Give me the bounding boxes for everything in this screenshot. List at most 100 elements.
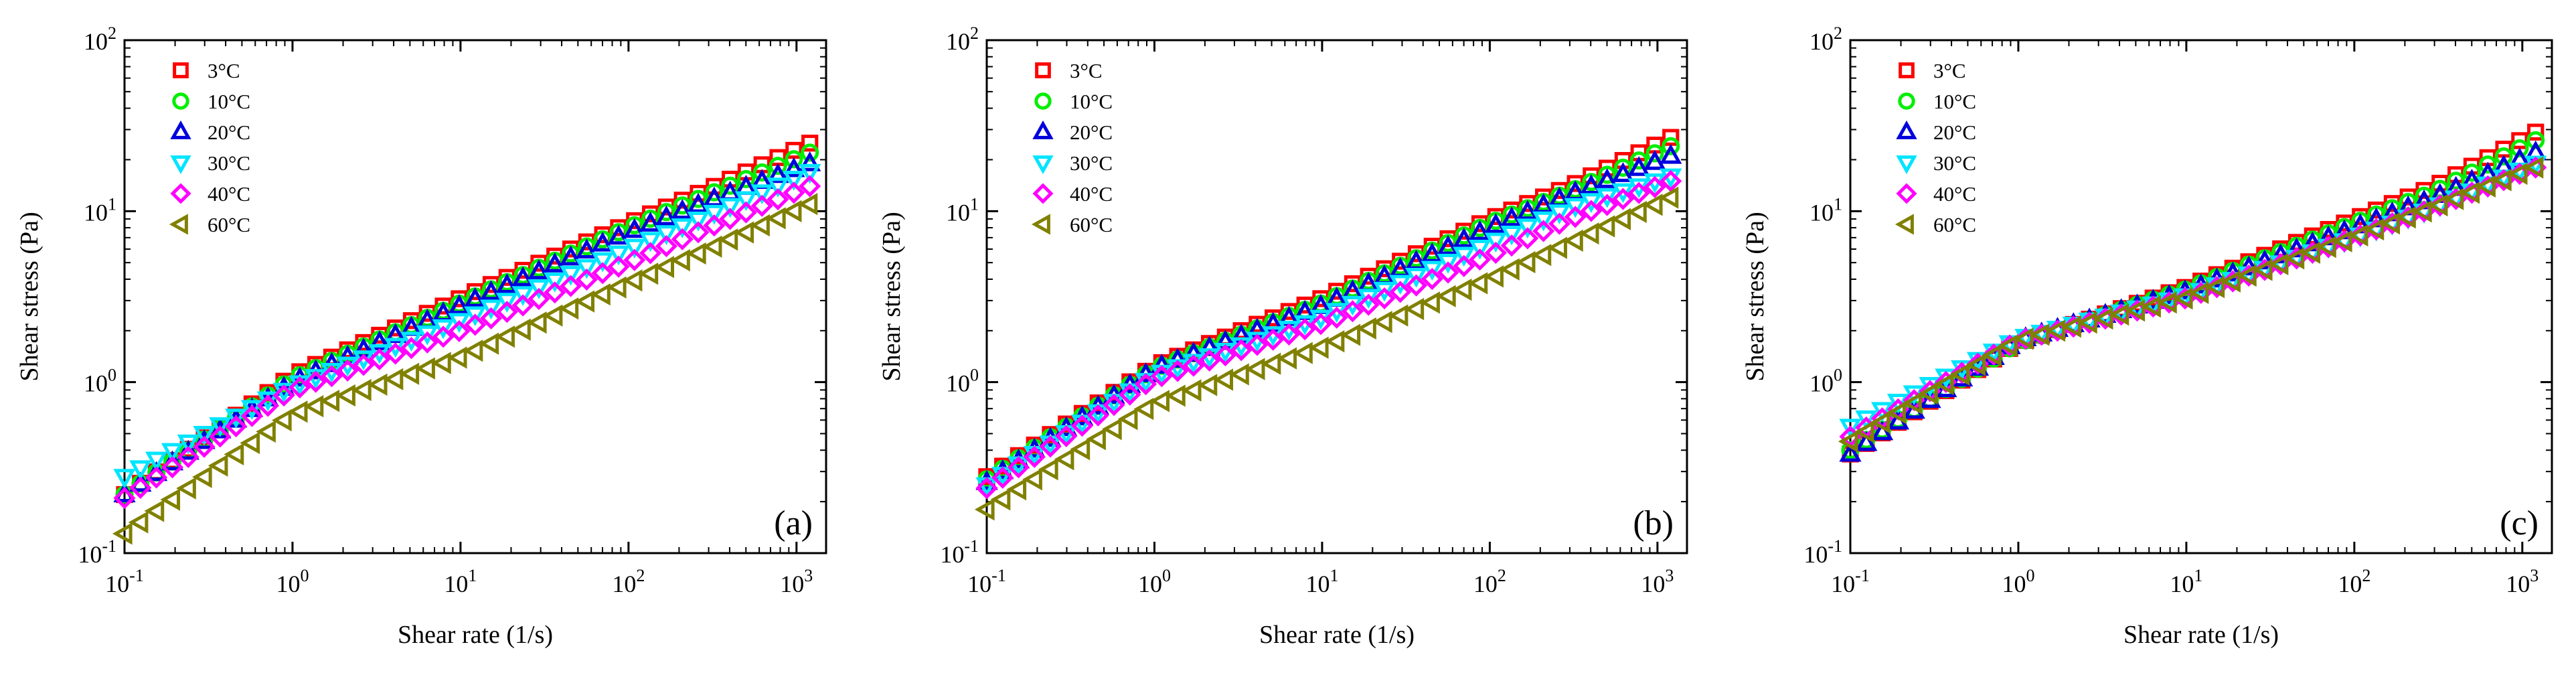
data-point [479,299,503,320]
data-point [1855,431,1878,451]
data-point [1325,306,1348,329]
data-point [1563,229,1583,252]
data-point [1645,144,1664,163]
data-point [1340,323,1361,346]
tick-base: 10 [276,571,300,597]
x-tick-label: 100 [2002,566,2034,597]
data-point [368,348,391,371]
data-point [575,268,598,291]
tick-base: 10 [946,370,970,397]
tick-exponent: -1 [1828,536,1842,556]
data-point [1421,242,1443,262]
legend-label: 10°C [208,90,250,113]
data-point [1293,342,1313,364]
data-point [1117,408,1138,431]
data-point [734,191,758,212]
data-point [176,477,196,500]
tick-exponent: 0 [2026,566,2034,585]
data-point [1197,374,1218,396]
data-point [2141,295,2161,318]
data-point [319,389,340,412]
tick-exponent: 0 [1834,366,1842,385]
data-point [1949,363,1970,386]
data-point [240,431,260,455]
data-point [1467,272,1488,295]
data-point [416,331,438,354]
data-point [687,221,710,244]
data-point [1965,354,1986,376]
plot-frame [123,39,827,554]
data-point [335,384,355,407]
data-point [1421,260,1443,281]
legend-marker [1034,92,1052,110]
data-point [224,443,244,466]
x-axis-title: Shear rate (1/s) [1259,621,1415,649]
data-point [1627,156,1650,176]
data-point [655,235,677,258]
tick-base: 10 [1641,571,1665,597]
data-point [736,169,756,188]
legend-marker [1896,183,1917,204]
data-point [1596,188,1619,208]
data-point [671,218,694,238]
tick-exponent: -1 [991,566,1006,585]
data-point [2125,299,2146,322]
data-point [1629,151,1648,170]
x-tick-label: 103 [780,566,813,597]
data-point [1006,478,1027,501]
data-point [1149,390,1170,412]
legend-marker [1899,62,1915,78]
data-point [558,297,579,320]
data-point [2526,131,2545,149]
data-point [1405,274,1428,297]
series-5 [975,169,1682,500]
data-point [1420,291,1440,314]
legend-label: 30°C [1933,151,1976,175]
data-point [801,135,819,152]
data-point [2511,132,2528,149]
data-point [1516,227,1539,250]
data-point [1870,411,1890,434]
tick-exponent: 0 [1162,566,1171,585]
tick-base: 10 [940,541,964,568]
data-point [591,231,614,252]
tick-base: 10 [2506,571,2530,597]
data-point [145,466,168,489]
data-point [1484,242,1507,265]
data-point [2045,319,2066,342]
data-point [767,188,789,211]
data-point [464,313,487,336]
legend-label: 20°C [1933,121,1976,144]
data-point [2029,323,2050,346]
data-point [495,301,518,323]
data-point [528,287,550,310]
data-point [575,238,598,259]
data-point [1309,313,1332,335]
data-point [161,443,184,463]
legend-label: 10°C [1933,90,1976,113]
data-point [560,275,582,297]
x-tick-label: 100 [276,566,309,597]
data-point [289,376,311,399]
y-tick-label: 10-1 [78,536,116,568]
data-point [687,192,710,213]
data-point [209,417,232,437]
data-point [767,177,789,198]
data-point [1244,358,1265,380]
legend-label: 60°C [208,213,250,236]
tick-base: 10 [1809,199,1834,226]
data-point [2077,311,2097,334]
data-point [2237,255,2260,276]
data-point [559,265,582,286]
data-point [1613,158,1632,177]
data-point [1598,165,1617,184]
data-point [769,157,787,175]
data-point [2364,218,2385,241]
data-point [2269,243,2292,264]
data-point [544,281,566,304]
data-point [2237,265,2257,287]
data-point [2523,156,2544,179]
data-point [654,256,675,279]
data-point [384,342,407,365]
